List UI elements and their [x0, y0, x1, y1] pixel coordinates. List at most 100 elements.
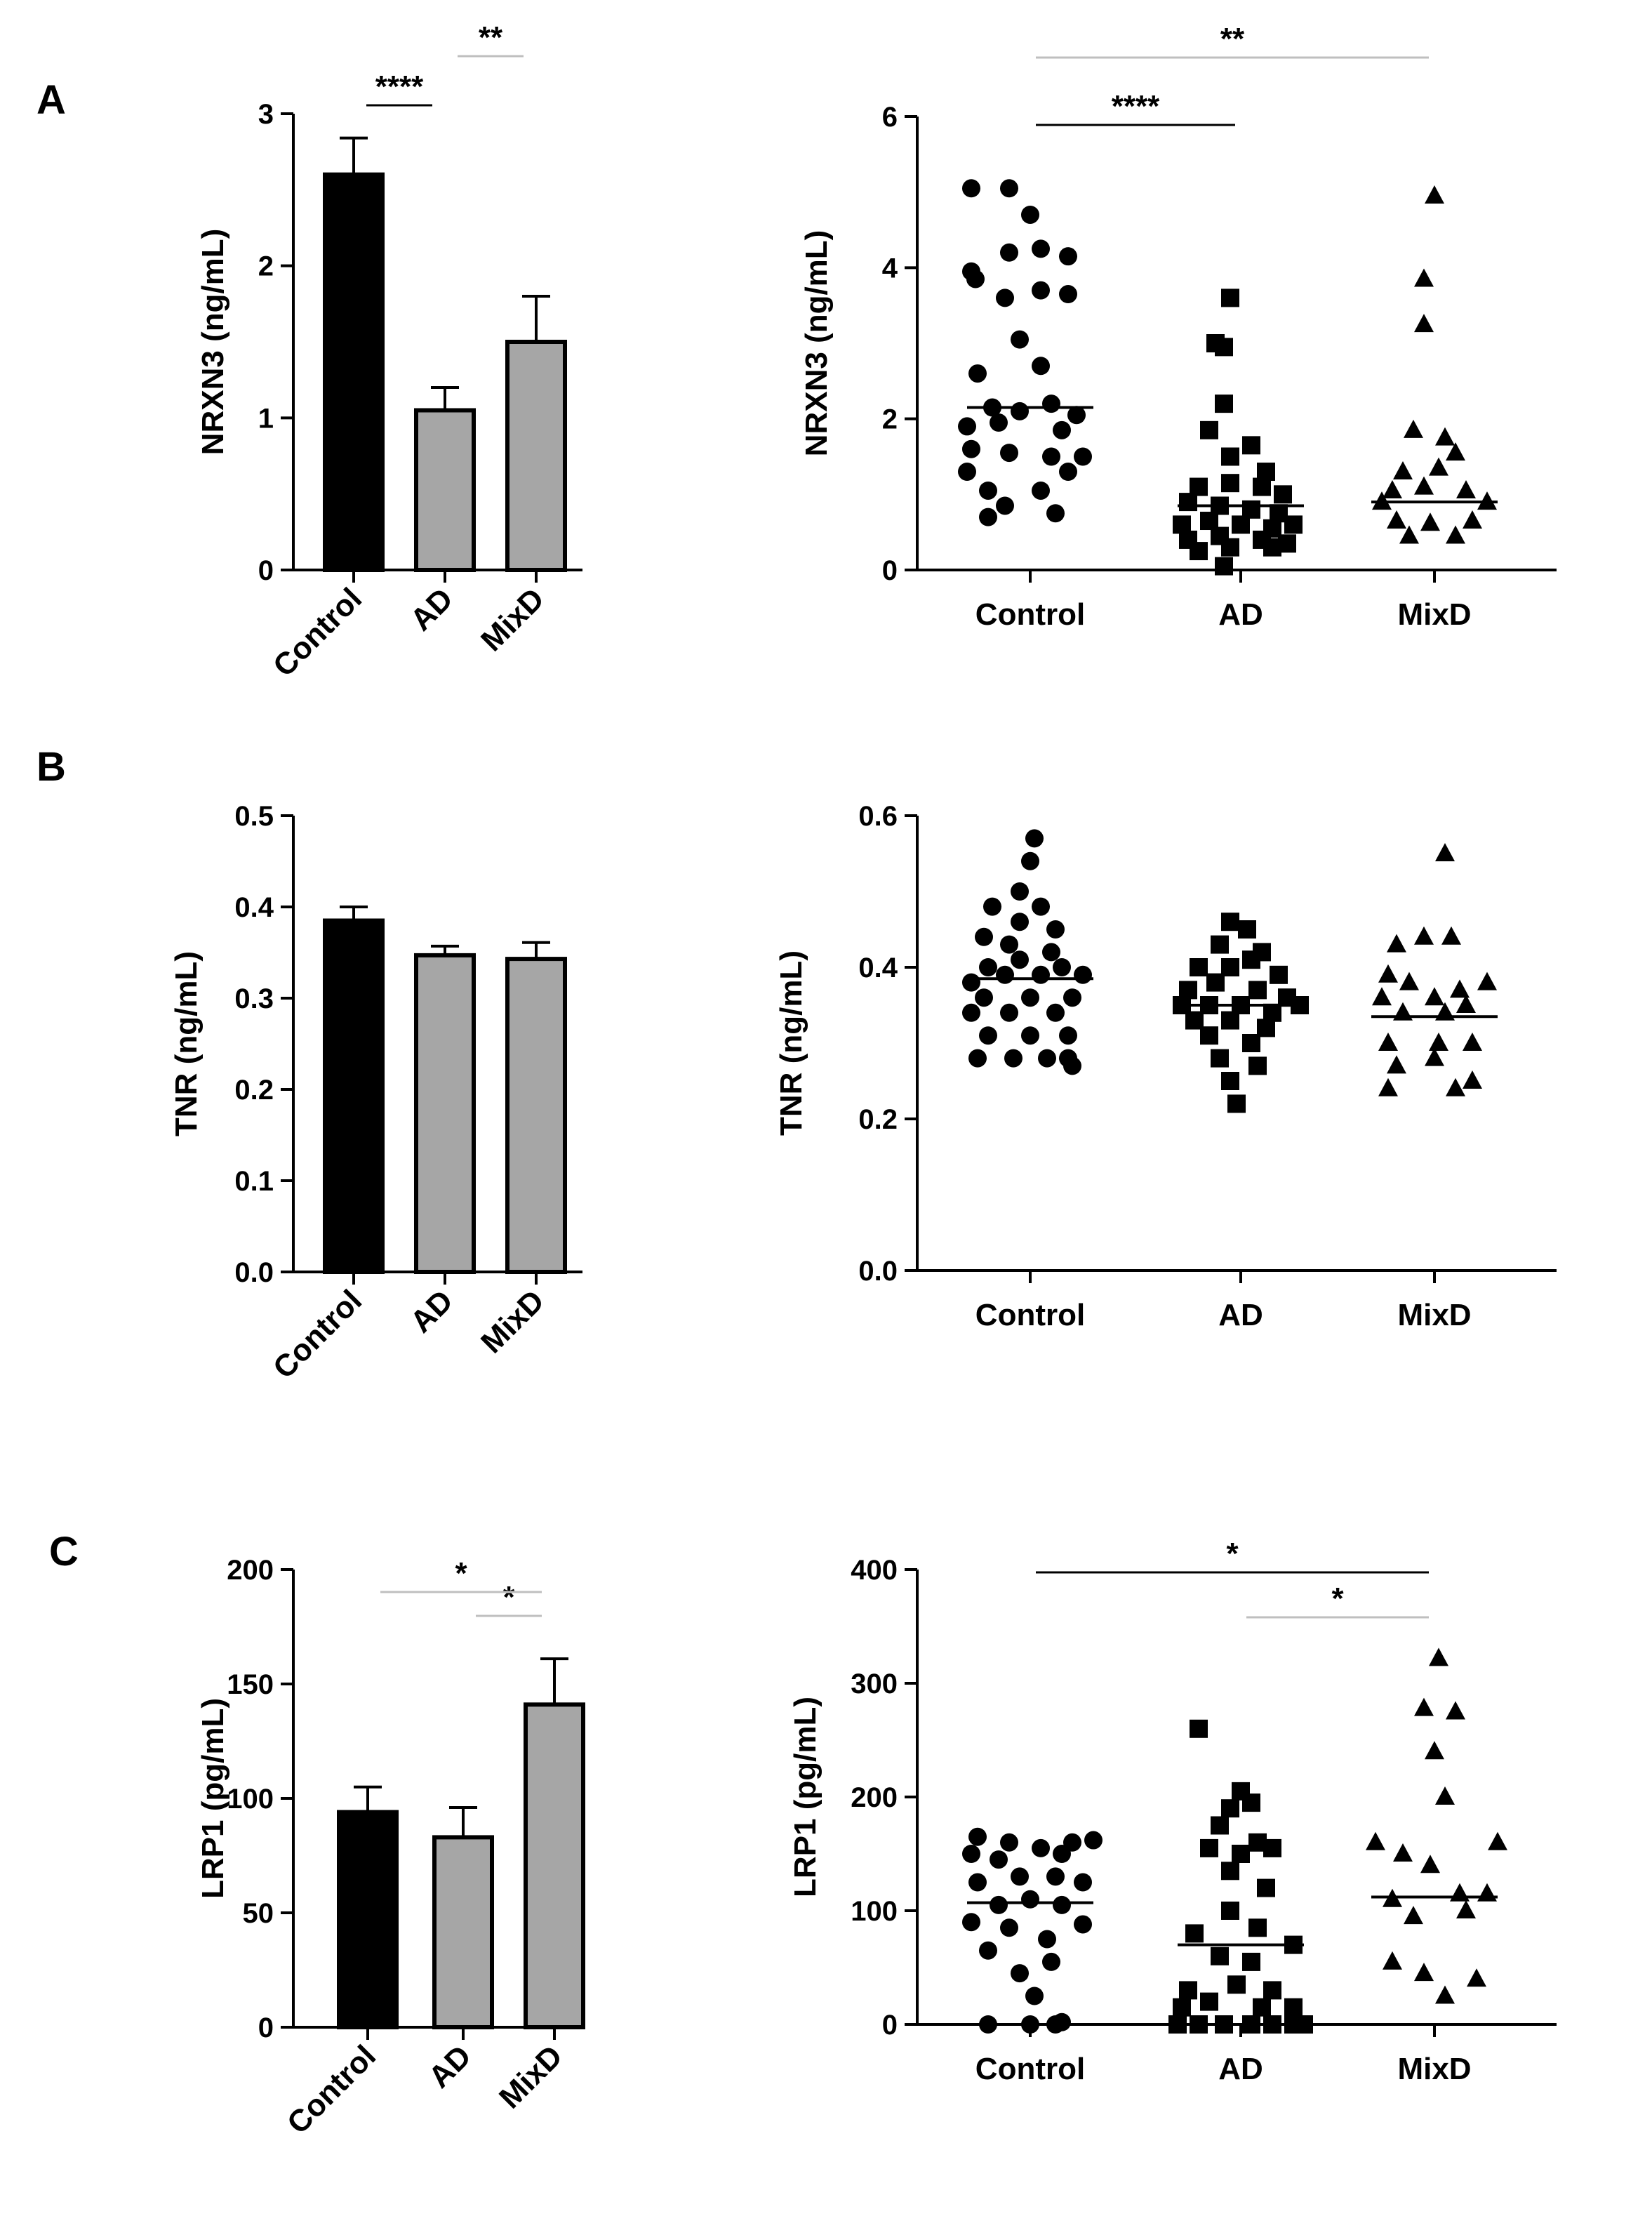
a-scatter-point	[1000, 444, 1018, 463]
b-scatter-ytick-label: 0.0	[858, 1256, 898, 1287]
b-scatter-point	[1053, 958, 1071, 976]
a-scatter-significance-label: **	[1220, 22, 1245, 56]
c-scatter-point	[1477, 1883, 1497, 1902]
b-scatter-point	[1399, 971, 1419, 990]
b-scatter-point	[996, 965, 1014, 984]
a-scatter-point	[1399, 525, 1419, 544]
b-scatter-point	[1463, 1070, 1482, 1089]
b-scatter-point	[962, 973, 980, 992]
c-scatter-point	[962, 1913, 980, 1932]
c-scatter-point	[1000, 1833, 1018, 1852]
b-scatter-point	[1378, 1033, 1398, 1051]
b-scatter-y-label: TNR (ng/mL)	[774, 950, 808, 1136]
b-scatter-point	[1221, 1072, 1239, 1090]
c-scatter-point	[1446, 1701, 1465, 1720]
a-scatter-point	[1200, 420, 1218, 439]
a-scatter-x-label: MixD	[1397, 597, 1471, 632]
b-scatter-point	[975, 927, 993, 946]
a-bar-significance-label: ****	[375, 69, 424, 104]
b-scatter-point	[1206, 973, 1225, 992]
a-scatter-point	[1463, 510, 1482, 529]
a-scatter-point	[968, 364, 987, 383]
b-bar-ytick-label: 0.1	[234, 1166, 274, 1197]
b-scatter-point	[1238, 920, 1256, 939]
c-scatter-ytick-label: 100	[851, 1896, 898, 1927]
a-scatter-point	[1221, 447, 1239, 466]
a-scatter-point	[996, 289, 1014, 307]
b-scatter-point	[1270, 965, 1288, 984]
a-bar-bar	[323, 172, 385, 572]
c-scatter-point	[1263, 2015, 1281, 2034]
a-scatter-point	[1000, 179, 1018, 198]
b-scatter-point	[1021, 1026, 1039, 1045]
b-bar-bar	[323, 918, 385, 1274]
c-scatter-significance-label: *	[1226, 1537, 1239, 1571]
b-bar-ytick-label: 0.2	[234, 1075, 274, 1106]
b-scatter-point	[1450, 979, 1470, 998]
c-scatter-point	[1168, 2015, 1187, 2034]
a-bar-x-label: MixD	[474, 581, 551, 658]
a-bar-ytick-label: 2	[258, 251, 274, 282]
b-scatter-point	[1242, 1034, 1260, 1052]
c-scatter-significance-label: *	[1331, 1581, 1344, 1616]
a-scatter-significance-label: ****	[1112, 89, 1160, 124]
a-bar-bar	[505, 340, 567, 572]
c-scatter-point	[962, 1845, 980, 1863]
a-bar-bar	[414, 408, 476, 572]
c-scatter-point	[990, 1895, 1008, 1914]
a-bar-ytick-label: 0	[258, 555, 274, 586]
c-scatter-point	[1185, 1924, 1204, 1943]
c-bar-x-label: Control	[281, 2038, 382, 2140]
b-scatter-point	[979, 1026, 997, 1045]
b-scatter-point	[1042, 943, 1060, 962]
c-scatter-x-label: MixD	[1397, 2052, 1471, 2086]
b-scatter-point	[1477, 971, 1497, 990]
a-scatter-ytick-label: 0	[882, 555, 898, 586]
a-scatter-point	[1179, 493, 1197, 512]
c-scatter-point	[1200, 1992, 1218, 2011]
b-scatter-point	[1025, 829, 1044, 848]
a-scatter-point	[1059, 247, 1077, 266]
b-scatter-point	[1059, 1026, 1077, 1045]
b-scatter-point	[1446, 1077, 1465, 1096]
a-scatter-point	[1263, 538, 1281, 557]
b-scatter-point	[1032, 897, 1050, 916]
c-scatter-point	[1248, 1918, 1267, 1937]
a-scatter-point	[1074, 447, 1092, 466]
a-scatter-point	[1435, 427, 1455, 446]
c-bar-y-label: LRP1 (pg/mL)	[196, 1698, 230, 1899]
b-scatter-point	[1221, 913, 1239, 931]
b-bar-ytick-label: 0.4	[234, 892, 274, 923]
c-bar-ytick-label: 50	[243, 1898, 274, 1929]
b-scatter-point	[1011, 913, 1029, 931]
c-scatter-point	[1253, 1998, 1271, 2017]
a-bar-y-label: NRXN3 (ng/mL)	[196, 229, 230, 456]
c-scatter-point	[1211, 1816, 1229, 1835]
c-scatter-point	[979, 2015, 997, 2034]
a-scatter-point	[1232, 515, 1250, 534]
a-bar-ytick-label: 3	[258, 99, 274, 130]
a-scatter-point	[1420, 512, 1440, 531]
c-scatter-point	[1429, 1647, 1448, 1666]
c-scatter-ytick-label: 0	[882, 2010, 898, 2041]
c-scatter-point	[1032, 1838, 1050, 1857]
c-bar-bar	[337, 1810, 399, 2030]
a-scatter-point	[1067, 406, 1086, 425]
a-scatter-point	[1011, 330, 1029, 349]
b-scatter-point	[1046, 1003, 1065, 1022]
a-scatter-point	[1446, 525, 1465, 544]
a-scatter-ytick-label: 2	[882, 404, 898, 435]
c-scatter-point	[1084, 1831, 1103, 1850]
c-scatter-point	[1242, 1793, 1260, 1812]
a-scatter-point	[1253, 477, 1271, 496]
b-scatter-ytick-label: 0.6	[858, 801, 898, 832]
c-scatter-point	[1414, 1697, 1434, 1716]
a-scatter-point	[1190, 542, 1208, 561]
b-scatter-point	[1074, 965, 1092, 984]
b-bar-ytick-label: 0.0	[234, 1257, 274, 1288]
panel-letter-b: B	[36, 744, 66, 790]
b-scatter-x-label: Control	[975, 1298, 1085, 1332]
c-scatter-point	[1393, 1843, 1413, 1862]
a-scatter-point	[1046, 504, 1065, 523]
c-scatter-point	[1038, 1930, 1056, 1949]
